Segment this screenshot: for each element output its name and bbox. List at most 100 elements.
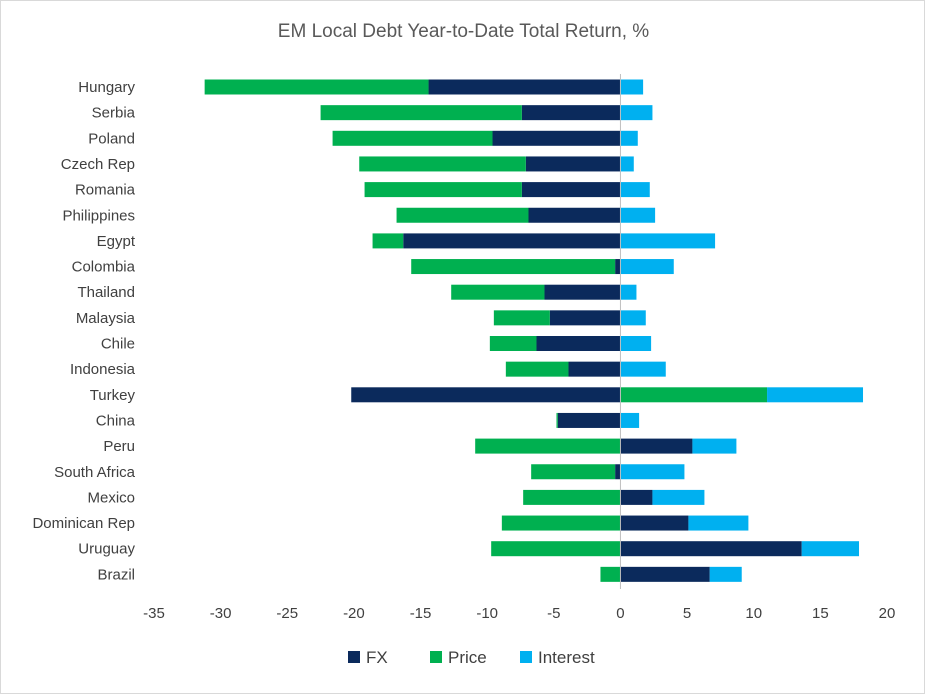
bar-interest-egypt — [620, 233, 716, 249]
legend-swatch-interest — [520, 651, 532, 663]
bar-price-colombia — [411, 259, 616, 275]
bar-fx-chile — [536, 336, 621, 351]
bar-fx-romania — [521, 182, 621, 198]
category-label: China — [96, 412, 136, 429]
bar-interest-mexico — [652, 489, 705, 505]
bar-interest-china — [620, 412, 640, 428]
bar-interest-chile — [620, 336, 652, 351]
bar-fx-china — [557, 412, 621, 428]
bar-interest-serbia — [620, 105, 653, 121]
bar-fx-poland — [492, 130, 621, 146]
bar-price-chile — [489, 336, 537, 351]
bar-fx-mexico — [620, 489, 653, 505]
bar-fx-brazil — [620, 566, 710, 582]
legend-swatch-fx — [348, 651, 360, 663]
bar-price-romania — [364, 182, 522, 198]
legend-label-fx: FX — [366, 648, 388, 667]
x-tick-label: 10 — [745, 605, 762, 622]
bar-interest-indonesia — [620, 361, 666, 377]
bar-interest-thailand — [620, 284, 637, 300]
bar-price-turkey — [620, 387, 768, 403]
bar-price-poland — [332, 130, 493, 146]
bar-price-indonesia — [505, 361, 569, 377]
category-label: Mexico — [87, 489, 135, 506]
bar-price-uruguay — [491, 541, 621, 557]
x-tick-label: 20 — [879, 605, 896, 622]
bar-interest-turkey — [767, 387, 864, 403]
bar-price-dominican-rep — [501, 515, 621, 531]
category-label: Indonesia — [70, 361, 136, 378]
category-label: Malaysia — [76, 310, 136, 327]
category-label: Colombia — [72, 259, 136, 276]
bar-price-mexico — [523, 489, 621, 505]
legend-label-price: Price — [448, 648, 487, 667]
bar-interest-peru — [692, 438, 737, 454]
bar-fx-serbia — [521, 105, 621, 121]
bar-fx-malaysia — [549, 310, 621, 326]
x-tick-label: -30 — [210, 605, 232, 622]
chart-title: EM Local Debt Year-to-Date Total Return,… — [277, 21, 650, 42]
bar-interest-poland — [620, 130, 638, 146]
bar-price-malaysia — [493, 310, 550, 326]
bar-interest-romania — [620, 182, 650, 198]
category-label: Dominican Rep — [32, 515, 135, 532]
bar-interest-south-africa — [620, 464, 685, 480]
category-label: Hungary — [78, 79, 135, 96]
bar-interest-brazil — [709, 566, 742, 582]
bar-fx-colombia — [615, 259, 621, 275]
bar-fx-south-africa — [615, 464, 621, 480]
x-tick-label: 15 — [812, 605, 829, 622]
legend-swatch-price — [430, 651, 442, 663]
category-label: Brazil — [97, 566, 135, 583]
x-tick-label: -20 — [343, 605, 365, 622]
x-tick-label: 0 — [616, 605, 624, 622]
bar-price-south-africa — [531, 464, 616, 480]
bar-interest-malaysia — [620, 310, 646, 326]
bar-price-brazil — [600, 566, 621, 582]
x-tick-label: 5 — [683, 605, 691, 622]
bar-interest-czech-rep — [620, 156, 634, 172]
x-tick-label: -15 — [410, 605, 432, 622]
bar-fx-uruguay — [620, 541, 802, 557]
bar-interest-philippines — [620, 207, 656, 223]
bar-fx-czech-rep — [525, 156, 621, 172]
bar-fx-philippines — [528, 207, 621, 223]
category-label: Poland — [88, 130, 135, 147]
bar-price-czech-rep — [359, 156, 526, 172]
category-label: Thailand — [77, 284, 135, 301]
category-label: Peru — [103, 438, 135, 455]
bar-interest-dominican-rep — [688, 515, 749, 531]
bar-interest-colombia — [620, 259, 674, 275]
bar-price-china — [556, 412, 558, 428]
bar-fx-hungary — [428, 79, 621, 95]
category-label: Philippines — [62, 207, 135, 224]
category-label: Egypt — [97, 233, 136, 250]
bar-fx-dominican-rep — [620, 515, 689, 531]
bar-fx-thailand — [544, 284, 621, 300]
bar-interest-hungary — [620, 79, 644, 95]
x-tick-label: -10 — [476, 605, 498, 622]
x-tick-label: -35 — [143, 605, 165, 622]
bar-fx-indonesia — [568, 361, 621, 377]
bar-fx-peru — [620, 438, 693, 454]
category-label: Turkey — [90, 387, 136, 404]
bar-price-egypt — [372, 233, 404, 249]
x-tick-label: -5 — [547, 605, 560, 622]
category-label: Czech Rep — [61, 156, 135, 173]
bar-fx-turkey — [351, 387, 621, 403]
bar-price-serbia — [320, 105, 522, 121]
bar-price-hungary — [204, 79, 429, 95]
legend-label-interest: Interest — [538, 648, 595, 667]
category-label: Chile — [101, 336, 135, 353]
bar-interest-uruguay — [801, 541, 860, 557]
category-label: Serbia — [92, 105, 136, 122]
category-label: Uruguay — [78, 541, 135, 558]
bar-fx-egypt — [403, 233, 621, 249]
x-tick-label: -25 — [276, 605, 298, 622]
category-label: South Africa — [54, 464, 136, 481]
bar-price-philippines — [396, 207, 529, 223]
bar-price-peru — [475, 438, 621, 454]
bar-price-thailand — [451, 284, 545, 300]
